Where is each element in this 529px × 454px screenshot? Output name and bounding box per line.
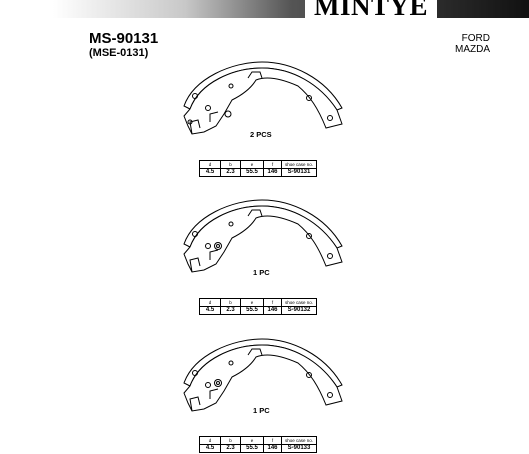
spec-table-2: d b e f shoe case no. 4.5 2.3 55.5 146 S… (199, 298, 317, 315)
vehicle-makes: FORD MAZDA (455, 33, 490, 55)
alt-part-number: (MSE-0131) (89, 47, 149, 59)
spec-d: 4.5 (199, 306, 221, 315)
brake-shoe-drawing-3 (183, 338, 343, 412)
header-case: shoe case no. (281, 436, 317, 445)
spec-b: 2.3 (220, 444, 241, 453)
header-gradient-bar (0, 0, 529, 18)
spec-f: 146 (263, 444, 282, 453)
quantity-label: 2 PCS (250, 130, 272, 139)
brand-logo-box: MINTYE (305, 0, 437, 21)
spec-e: 55.5 (240, 444, 264, 453)
header-case: shoe case no. (281, 298, 317, 307)
header-d: d (199, 160, 221, 169)
header-b: b (220, 160, 241, 169)
header-d: d (199, 436, 221, 445)
make-ford: FORD (461, 33, 490, 44)
spec-e: 55.5 (240, 168, 264, 177)
header-case: shoe case no. (281, 160, 317, 169)
make-mazda: MAZDA (455, 44, 490, 55)
header-e: e (240, 298, 264, 307)
spec-d: 4.5 (199, 444, 221, 453)
spec-b: 2.3 (220, 306, 241, 315)
brake-shoe-drawing-2 (183, 199, 343, 273)
spec-case: S-90133 (281, 444, 317, 453)
spec-table-1: d b e f shoe case no. 4.5 2.3 55.5 146 S… (199, 160, 317, 177)
header-f: f (263, 298, 282, 307)
spec-d: 4.5 (199, 168, 221, 177)
spec-b: 2.3 (220, 168, 241, 177)
spec-f: 146 (263, 306, 282, 315)
quantity-label: 1 PC (253, 268, 270, 277)
spec-e: 55.5 (240, 306, 264, 315)
spec-table-3: d b e f shoe case no. 4.5 2.3 55.5 146 S… (199, 436, 317, 453)
header-b: b (220, 298, 241, 307)
quantity-label: 1 PC (253, 406, 270, 415)
header-e: e (240, 436, 264, 445)
spec-case: S-90131 (281, 168, 317, 177)
brake-shoe-drawing-1 (183, 61, 343, 135)
header-f: f (263, 436, 282, 445)
spec-case: S-90132 (281, 306, 317, 315)
part-number: MS-90131 (89, 30, 159, 47)
header-f: f (263, 160, 282, 169)
brand-logo: MINTYE (313, 0, 428, 21)
header-e: e (240, 160, 264, 169)
header-d: d (199, 298, 221, 307)
header-b: b (220, 436, 241, 445)
spec-f: 146 (263, 168, 282, 177)
